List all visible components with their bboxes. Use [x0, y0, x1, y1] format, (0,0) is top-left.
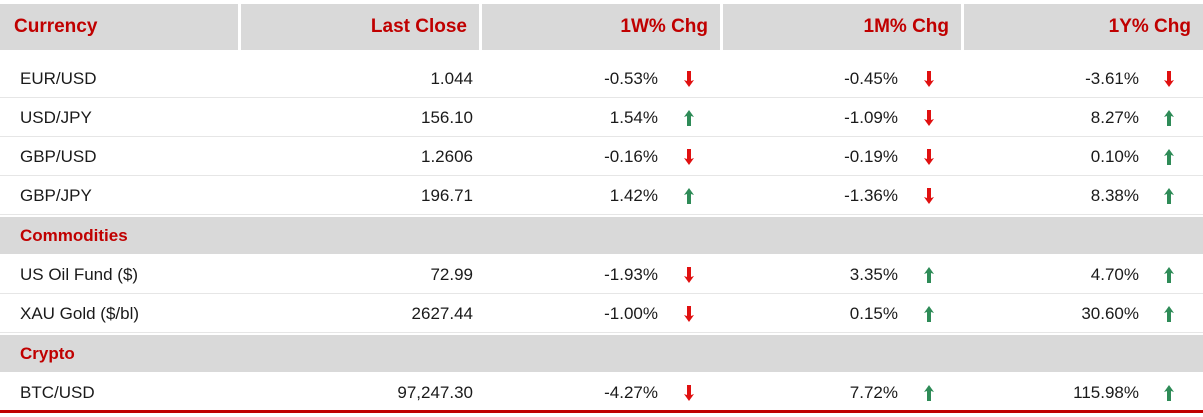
row-1y-chg: 8.38%: [1090, 186, 1139, 205]
row-1w-chg: 1.42%: [609, 186, 658, 205]
arrow-up-icon: [1164, 385, 1174, 401]
arrow-down-icon: [684, 385, 694, 401]
row-last-close: 1.044: [430, 69, 473, 88]
arrow-up-icon: [1164, 267, 1174, 283]
table-row: EUR/USD 1.044 -0.53% -0.45% -3.61%: [0, 60, 1203, 98]
arrow-up-icon: [684, 188, 694, 204]
arrow-up-icon: [924, 267, 934, 283]
row-last-close: 196.71: [421, 186, 473, 205]
row-1w-chg: -1.93%: [604, 265, 658, 284]
header-currency: Currency: [0, 4, 238, 50]
table-row: GBP/USD 1.2606 -0.16% -0.19% 0.10%: [0, 138, 1203, 176]
row-1y-chg: 0.10%: [1090, 147, 1139, 166]
header-last-close: Last Close: [241, 4, 479, 50]
table-row: USD/JPY 156.10 1.54% -1.09% 8.27%: [0, 99, 1203, 137]
arrow-up-icon: [1164, 149, 1174, 165]
row-1y-chg: 4.70%: [1090, 265, 1139, 284]
row-1y-chg: 30.60%: [1081, 304, 1139, 323]
row-name: GBP/USD: [20, 147, 97, 166]
row-1w-chg: -0.53%: [604, 69, 658, 88]
arrow-down-icon: [684, 71, 694, 87]
section-label: Commodities: [20, 225, 128, 245]
arrow-down-icon: [684, 149, 694, 165]
bottom-divider: [0, 410, 1203, 413]
row-last-close: 156.10: [421, 108, 473, 127]
header-1m-chg: 1M% Chg: [723, 4, 961, 50]
row-1w-chg: 1.54%: [609, 108, 658, 127]
section-commodities: Commodities: [0, 217, 1203, 254]
row-name: US Oil Fund ($): [20, 265, 139, 284]
arrow-down-icon: [924, 149, 934, 165]
row-name: EUR/USD: [20, 69, 97, 88]
row-1y-chg: 8.27%: [1090, 108, 1139, 127]
row-1y-chg: 115.98%: [1073, 383, 1139, 402]
row-1m-chg: -0.45%: [844, 69, 898, 88]
table-row: US Oil Fund ($) 72.99 -1.93% 3.35% 4.70%: [0, 256, 1203, 294]
row-1w-chg: -0.16%: [604, 147, 658, 166]
arrow-up-icon: [924, 306, 934, 322]
arrow-up-icon: [1164, 110, 1174, 126]
section-crypto: Crypto: [0, 335, 1203, 372]
row-1m-chg: 3.35%: [849, 265, 898, 284]
row-name: USD/JPY: [20, 108, 92, 127]
row-1w-chg: -4.27%: [604, 383, 658, 402]
row-name: GBP/JPY: [20, 186, 92, 205]
table-row: GBP/JPY 196.71 1.42% -1.36% 8.38%: [0, 177, 1203, 215]
row-1y-chg: -3.61%: [1085, 69, 1139, 88]
arrow-down-icon: [684, 306, 694, 322]
header-1w-chg: 1W% Chg: [482, 4, 720, 50]
row-1m-chg: -1.36%: [844, 186, 898, 205]
arrow-up-icon: [684, 110, 694, 126]
arrow-down-icon: [684, 267, 694, 283]
row-name: BTC/USD: [20, 383, 95, 402]
row-1m-chg: -0.19%: [844, 147, 898, 166]
arrow-up-icon: [924, 385, 934, 401]
table-row: BTC/USD 97,247.30 -4.27% 7.72% 115.98%: [0, 374, 1203, 412]
row-1w-chg: -1.00%: [604, 304, 658, 323]
arrow-down-icon: [924, 188, 934, 204]
arrow-down-icon: [1164, 71, 1174, 87]
row-last-close: 2627.44: [411, 304, 473, 323]
row-last-close: 97,247.30: [397, 383, 473, 402]
arrow-down-icon: [924, 71, 934, 87]
row-last-close: 72.99: [430, 265, 473, 284]
row-last-close: 1.2606: [421, 147, 473, 166]
row-1m-chg: -1.09%: [844, 108, 898, 127]
arrow-down-icon: [924, 110, 934, 126]
row-1m-chg: 0.15%: [849, 304, 898, 323]
table-row: XAU Gold ($/bl) 2627.44 -1.00% 0.15% 30.…: [0, 295, 1203, 333]
row-1m-chg: 7.72%: [849, 383, 898, 402]
arrow-up-icon: [1164, 306, 1174, 322]
table-header: Currency Last Close 1W% Chg 1M% Chg 1Y% …: [0, 0, 1203, 50]
section-label: Crypto: [20, 343, 75, 363]
arrow-up-icon: [1164, 188, 1174, 204]
row-name: XAU Gold ($/bl): [20, 304, 140, 323]
header-1y-chg: 1Y% Chg: [964, 4, 1203, 50]
